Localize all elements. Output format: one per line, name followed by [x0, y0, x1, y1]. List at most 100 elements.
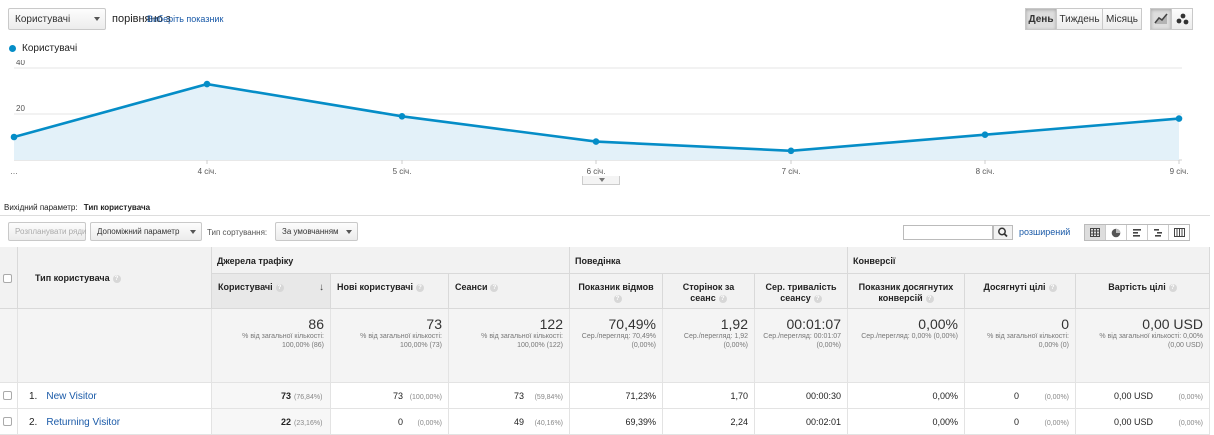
metric-header[interactable]: Сторінок за сеанс?	[663, 274, 755, 309]
help-icon: ?	[112, 274, 121, 283]
select-all-checkbox[interactable]	[3, 274, 12, 283]
row-metric-cell: 0 (0,00%)	[965, 383, 1076, 409]
row-metric-percent: (40,16%)	[534, 420, 563, 427]
metric-header[interactable]: Досягнуті цілі?	[965, 274, 1076, 309]
metric-header[interactable]: Сеанси?	[449, 274, 570, 309]
period-month-button[interactable]: Місяць	[1102, 8, 1142, 30]
row-metric-value: 0,00 USD	[1113, 391, 1153, 401]
total-value: 00:01:07	[786, 316, 842, 332]
metric-select-value: Користувачі	[15, 13, 71, 25]
help-icon: ?	[1048, 283, 1057, 292]
search-button[interactable]	[993, 225, 1013, 240]
pie-view-button[interactable]	[1106, 225, 1127, 240]
row-metric-percent: (0,00%)	[417, 420, 442, 427]
help-icon: ?	[813, 294, 822, 303]
metric-header[interactable]: Сер. тривалість сеансу?	[755, 274, 848, 309]
row-metric-value: 0	[1013, 391, 1019, 401]
row-dimension-link[interactable]: New Visitor	[46, 391, 97, 402]
area-fill	[14, 84, 1179, 160]
metric-header-label: Показник відмов	[578, 282, 654, 292]
performance-view-button[interactable]	[1127, 225, 1148, 240]
sort-type-select[interactable]: За умовчанням	[275, 222, 358, 241]
group-acquisition-label: Джерела трафіку	[217, 256, 294, 266]
comparison-view-button[interactable]	[1148, 225, 1169, 240]
row-metric-value: 22	[280, 417, 291, 427]
primary-dimension-label: Вихідний параметр:	[4, 203, 78, 212]
row-metric-cell: 73 (59,84%)	[449, 383, 570, 409]
row-metric-value: 73	[513, 391, 524, 401]
bars-icon	[1133, 229, 1141, 237]
row-metric-value: 2,24	[730, 417, 748, 427]
secondary-dimension-select[interactable]: Допоміжний параметр	[90, 222, 202, 241]
row-metric-cell: 73 (100,00%)	[331, 383, 449, 409]
search-icon	[998, 227, 1008, 238]
metric-header-label: Сер. тривалість сеансу	[765, 282, 837, 303]
row-index: 2.	[29, 417, 38, 428]
plot-rows-button[interactable]: Розпланувати ряди	[8, 222, 87, 241]
x-tick-label: 6 січ.	[587, 167, 606, 176]
legend-dot	[9, 45, 16, 52]
chevron-down-icon	[190, 229, 196, 234]
total-value: 70,49%	[608, 316, 656, 332]
metric-select[interactable]: Користувачі	[8, 8, 106, 30]
x-tick-label: …	[10, 167, 18, 176]
compare-text: порівняно з	[112, 13, 171, 25]
totals-cell: 86% від загальної кількості: 100,00% (86…	[212, 309, 331, 383]
total-subtext: % від загальної кількості: 0,00% (0)	[987, 333, 1069, 349]
row-metric-value: 0,00%	[932, 417, 958, 427]
row-dimension-cell: 1. New Visitor	[18, 383, 212, 409]
row-checkbox[interactable]	[3, 417, 12, 426]
table-view-button[interactable]	[1085, 225, 1106, 240]
pivot-view-button[interactable]	[1169, 225, 1189, 240]
row-metric-cell: 49 (40,16%)	[449, 409, 570, 435]
table-search-input[interactable]	[903, 225, 993, 240]
row-metric-percent: (0,00%)	[1044, 394, 1069, 401]
dimension-header[interactable]: Тип користувача?	[18, 247, 212, 309]
dimension-header-label: Тип користувача	[35, 273, 110, 283]
metric-header[interactable]: Показник відмов?	[570, 274, 663, 309]
total-value: 0,00 USD	[1142, 316, 1203, 332]
chevron-down-icon	[346, 229, 352, 234]
data-point	[203, 80, 211, 88]
sort-arrow-icon: ↓	[319, 282, 324, 293]
metric-header[interactable]: Вартість цілі?	[1076, 274, 1210, 309]
row-check-cell	[0, 409, 18, 435]
total-subtext: % від загальної кількості: 100,00% (73)	[360, 333, 442, 349]
row-dimension-cell: 2. Returning Visitor	[18, 409, 212, 435]
row-metric-value: 73	[280, 391, 291, 401]
motion-chart-view-button[interactable]	[1171, 8, 1193, 30]
row-metric-cell: 0,00 USD (0,00%)	[1076, 383, 1210, 409]
primary-dimension: Вихідний параметр: Тип користувача	[4, 203, 150, 212]
totals-dimension-cell	[18, 309, 212, 383]
line-chart-view-button[interactable]	[1150, 8, 1172, 30]
totals-cell: 1,92 Сер./перегляд: 1,92 (0,00%)	[663, 309, 755, 383]
row-dimension-link[interactable]: Returning Visitor	[46, 417, 121, 428]
grid-icon	[1090, 228, 1100, 237]
total-subtext: % від загальної кількості: 100,00% (86)	[242, 333, 324, 349]
row-checkbox[interactable]	[3, 391, 12, 400]
x-tick-label: 5 січ.	[393, 167, 412, 176]
metric-header[interactable]: Показник досягнутих конверсій?	[848, 274, 965, 309]
chart-collapse-handle[interactable]	[582, 176, 620, 185]
totals-cell: 00:01:07 Сер./перегляд: 00:01:07 (0,00%)	[755, 309, 848, 383]
period-day-button[interactable]: День	[1025, 8, 1057, 30]
advanced-filter-link[interactable]: розширений	[1019, 227, 1071, 237]
row-metric-value: 0,00 USD	[1113, 417, 1153, 427]
metric-header[interactable]: Нові користувачі?	[331, 274, 449, 309]
totals-cell: 73% від загальної кількості: 100,00% (73…	[331, 309, 449, 383]
pie-chart-icon	[1111, 228, 1121, 237]
x-tick-label: 9 січ.	[1170, 167, 1189, 176]
totals-cell: 70,49% Сер./перегляд: 70,49% (0,00%)	[570, 309, 663, 383]
primary-dimension-value[interactable]: Тип користувача	[83, 203, 151, 212]
choose-metric-link[interactable]: Виберіть показник	[147, 14, 224, 24]
help-icon: ?	[490, 283, 499, 292]
group-behavior: Поведінка	[570, 247, 848, 274]
data-point	[10, 133, 18, 141]
row-metric-percent: (76,84%)	[294, 394, 323, 401]
period-week-button[interactable]: Тиждень	[1056, 8, 1103, 30]
row-metric-value: 49	[513, 417, 524, 427]
data-point	[1175, 115, 1183, 122]
metric-header[interactable]: Користувачі? ↓	[212, 274, 331, 309]
divider	[0, 215, 1210, 216]
total-subtext: % від загальної кількості: 0,00% (0,00 U…	[1099, 333, 1203, 349]
